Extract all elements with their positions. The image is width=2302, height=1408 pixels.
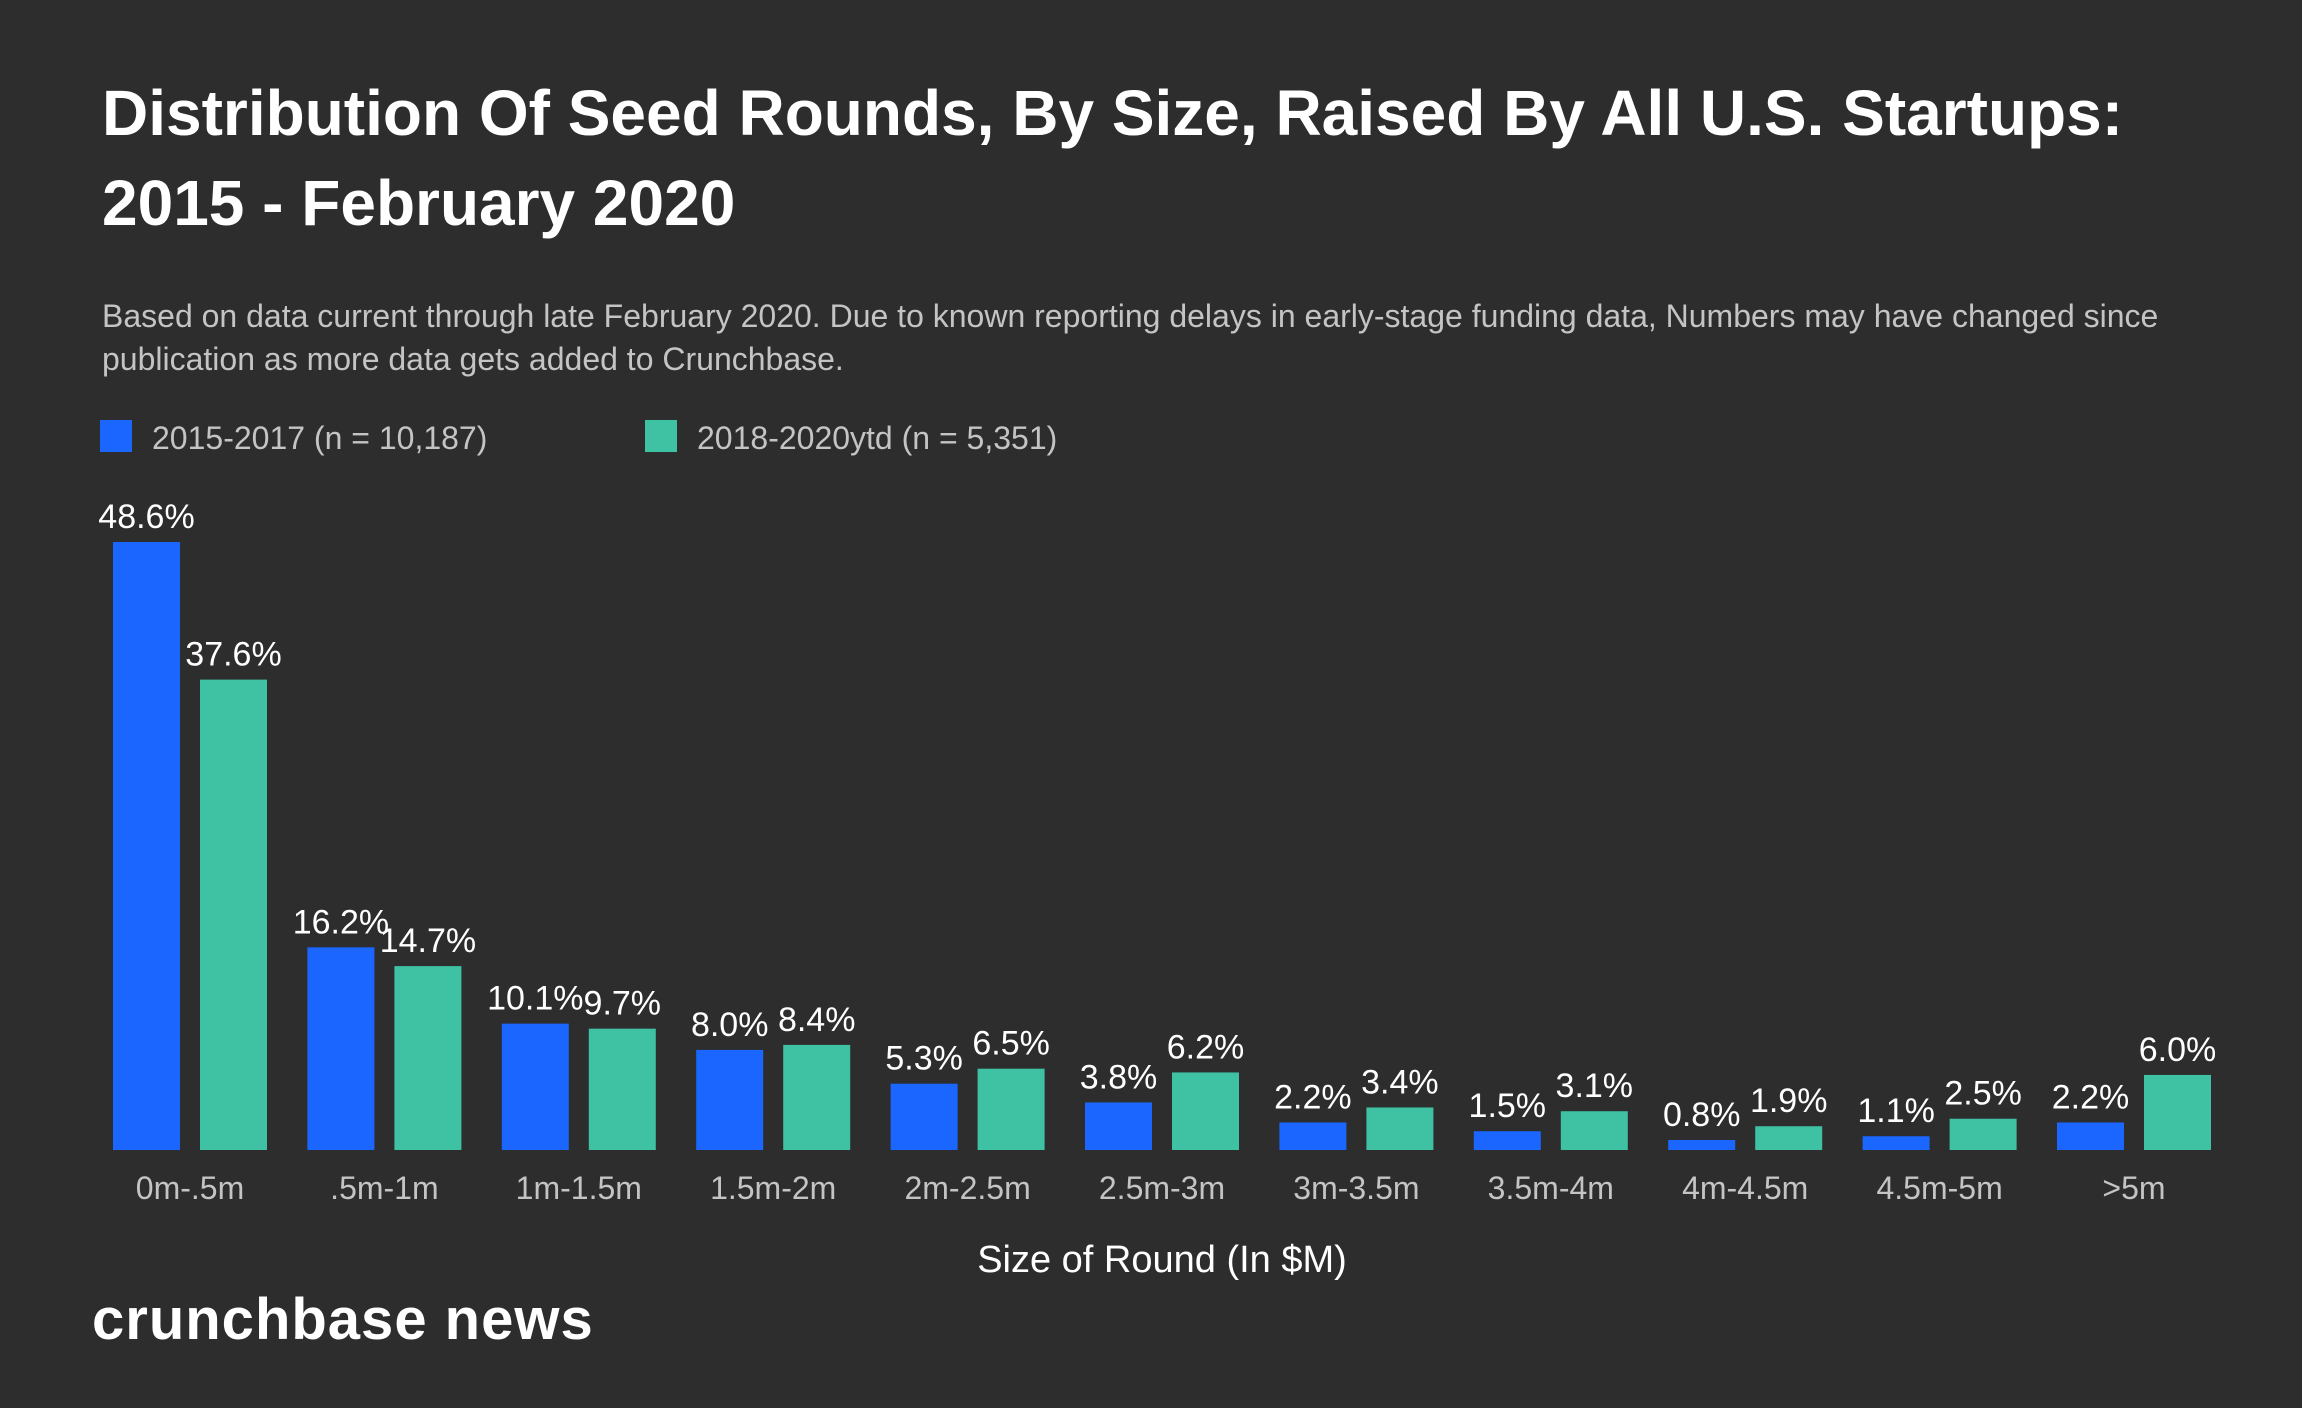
x-tick-label-2m-2-5m: 2m-2.5m (904, 1170, 1030, 1206)
legend-label-2015-2017: 2015-2017 (n = 10,187) (152, 420, 488, 456)
x-tick-label-5m-1m: .5m-1m (330, 1170, 438, 1206)
chart-subtitle: Based on data current through late Febru… (102, 298, 2159, 377)
x-tick-label-1-5m-2m: 1.5m-2m (710, 1170, 836, 1206)
bar-2018-2020ytd-3m-3-5m (1366, 1107, 1434, 1150)
bar-2018-2020ytd-2-5m-3m (1172, 1072, 1239, 1150)
bar-2015-2017-4-5m-5m (1862, 1136, 1930, 1150)
x-tick-label-3-5m-4m: 3.5m-4m (1488, 1170, 1614, 1206)
value-label-2018-2020ytd-4m-4-5m: 1.9% (1750, 1082, 1828, 1120)
value-label-2018-2020ytd-1-5m-2m: 8.4% (778, 1001, 856, 1039)
bar-2018-2020ytd-5m (2144, 1074, 2211, 1150)
legend-swatch-2018-2020ytd (645, 420, 677, 452)
value-label-2018-2020ytd-0m-5m: 37.6% (185, 636, 281, 674)
bar-2015-2017-5m-1m (307, 947, 375, 1150)
value-label-2015-2017-4m-4-5m: 0.8% (1663, 1096, 1741, 1134)
x-tick-label-5m: >5m (2102, 1170, 2165, 1206)
value-label-2015-2017-0m-5m: 48.6% (98, 498, 194, 536)
value-label-2015-2017-4-5m-5m: 1.1% (1857, 1092, 1935, 1130)
value-label-2018-2020ytd-3m-3-5m: 3.4% (1361, 1063, 1439, 1101)
value-label-2018-2020ytd-5m: 6.0% (2139, 1031, 2217, 1069)
value-label-2015-2017-2-5m-3m: 3.8% (1080, 1058, 1158, 1096)
bar-2018-2020ytd-1m-1-5m (588, 1028, 656, 1150)
value-label-2018-2020ytd-5m-1m: 14.7% (380, 922, 476, 960)
bar-2015-2017-3-5m-4m (1473, 1131, 1541, 1150)
x-tick-label-3m-3-5m: 3m-3.5m (1293, 1170, 1419, 1206)
bar-2015-2017-0m-5m (113, 542, 180, 1150)
bar-2018-2020ytd-1-5m-2m (783, 1044, 851, 1150)
x-tick-label-2-5m-3m: 2.5m-3m (1099, 1170, 1225, 1206)
value-label-2015-2017-1m-1-5m: 10.1% (487, 980, 583, 1018)
x-tick-label-4m-4-5m: 4m-4.5m (1682, 1170, 1808, 1206)
value-label-2015-2017-5m: 2.2% (2052, 1078, 2130, 1116)
value-label-2015-2017-5m-1m: 16.2% (293, 903, 389, 941)
x-tick-label-4-5m-5m: 4.5m-5m (1876, 1170, 2002, 1206)
bar-2015-2017-3m-3-5m (1279, 1122, 1347, 1150)
value-label-2015-2017-3m-3-5m: 2.2% (1274, 1078, 1352, 1116)
x-tick-label-0m-5m: 0m-.5m (136, 1170, 244, 1206)
bars-group (113, 542, 2211, 1150)
value-label-2018-2020ytd-4-5m-5m: 2.5% (1944, 1075, 2022, 1113)
value-label-2015-2017-2m-2-5m: 5.3% (885, 1040, 963, 1078)
value-labels-group: 48.6% 37.6% 16.2%14.7% 10.1% 9.7% 8.0% 8.4% 5.3… (98, 498, 2216, 1134)
value-label-2015-2017-1-5m-2m: 8.0% (691, 1006, 769, 1044)
value-label-2018-2020ytd-3-5m-4m: 3.1% (1556, 1067, 1634, 1105)
bar-2018-2020ytd-4m-4-5m (1755, 1126, 1823, 1150)
legend-label-2018-2020ytd: 2018-2020ytd (n = 5,351) (697, 420, 1058, 456)
bar-2018-2020ytd-5m-1m (394, 966, 462, 1150)
chart-title: Distribution Of Seed Rounds, By Size, Ra… (102, 77, 2124, 239)
value-label-2018-2020ytd-2-5m-3m: 6.2% (1167, 1028, 1245, 1066)
bar-2018-2020ytd-3-5m-4m (1560, 1111, 1628, 1150)
bar-2018-2020ytd-4-5m-5m (1949, 1118, 2017, 1150)
value-label-2018-2020ytd-2m-2-5m: 6.5% (972, 1025, 1050, 1063)
bar-2015-2017-4m-4-5m (1668, 1139, 1736, 1150)
value-label-2015-2017-3-5m-4m: 1.5% (1469, 1087, 1547, 1125)
bar-2015-2017-1-5m-2m (696, 1049, 764, 1150)
legend-swatch-2015-2017 (100, 420, 132, 452)
bar-2018-2020ytd-2m-2-5m (977, 1068, 1045, 1150)
bar-2015-2017-2-5m-3m (1085, 1102, 1152, 1150)
value-label-2018-2020ytd-1m-1-5m: 9.7% (584, 985, 662, 1023)
bar-2015-2017-2m-2-5m (890, 1083, 958, 1150)
bar-2015-2017-5m (2057, 1122, 2124, 1150)
brand-logo: crunchbase news (92, 1287, 594, 1352)
x-tick-label-1m-1-5m: 1m-1.5m (516, 1170, 642, 1206)
bar-2015-2017-1m-1-5m (501, 1023, 569, 1150)
x-tick-labels-group: 0m-.5m .5m-1m 1m-1.5m 1.5m-2m 2m-2.5m 2.5m-3m… (136, 1170, 2166, 1206)
x-axis-title: Size of Round (In $M) (977, 1239, 1347, 1281)
bar-2018-2020ytd-0m-5m (200, 679, 267, 1150)
